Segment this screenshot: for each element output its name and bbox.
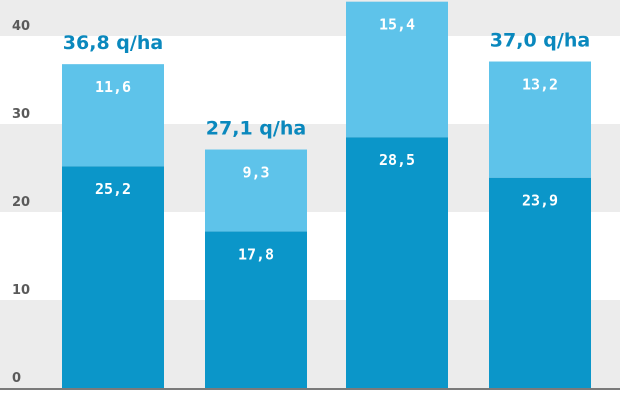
y-axis: 0 10 20 30 40 (12, 19, 30, 386)
data-label: 11,6 (95, 78, 131, 96)
grid-band (0, 0, 620, 36)
bar-segment (62, 166, 164, 388)
total-label: 27,1 q/ha (206, 118, 306, 140)
bar-labels: 25,2 11,6 17,8 9,3 28,5 15,4 23,9 13,2 (95, 16, 558, 264)
data-label: 17,8 (238, 245, 274, 263)
y-tick-label: 40 (12, 19, 30, 34)
total-labels: 36,8 q/ha 27,1 q/ha 37,0 q/ha (63, 30, 590, 140)
y-tick-label: 10 (12, 283, 30, 298)
bar-segment (205, 149, 307, 232)
data-label: 13,2 (522, 76, 558, 94)
bar-segment (489, 177, 591, 388)
bar-segment (346, 1, 448, 138)
bar-segment (346, 137, 448, 388)
bar-segment (62, 64, 164, 167)
bar-segment (489, 61, 591, 178)
data-label: 25,2 (95, 180, 131, 198)
total-label: 37,0 q/ha (490, 30, 590, 52)
y-tick-label: 30 (12, 107, 30, 122)
data-label: 9,3 (242, 164, 269, 182)
data-label: 15,4 (379, 16, 415, 34)
y-tick-label: 0 (12, 371, 21, 386)
total-label: 36,8 q/ha (63, 32, 163, 54)
data-label: 23,9 (522, 192, 558, 210)
y-tick-label: 20 (12, 195, 30, 210)
data-label: 28,5 (379, 151, 415, 169)
bars (62, 1, 591, 388)
bar-segment (205, 231, 307, 388)
